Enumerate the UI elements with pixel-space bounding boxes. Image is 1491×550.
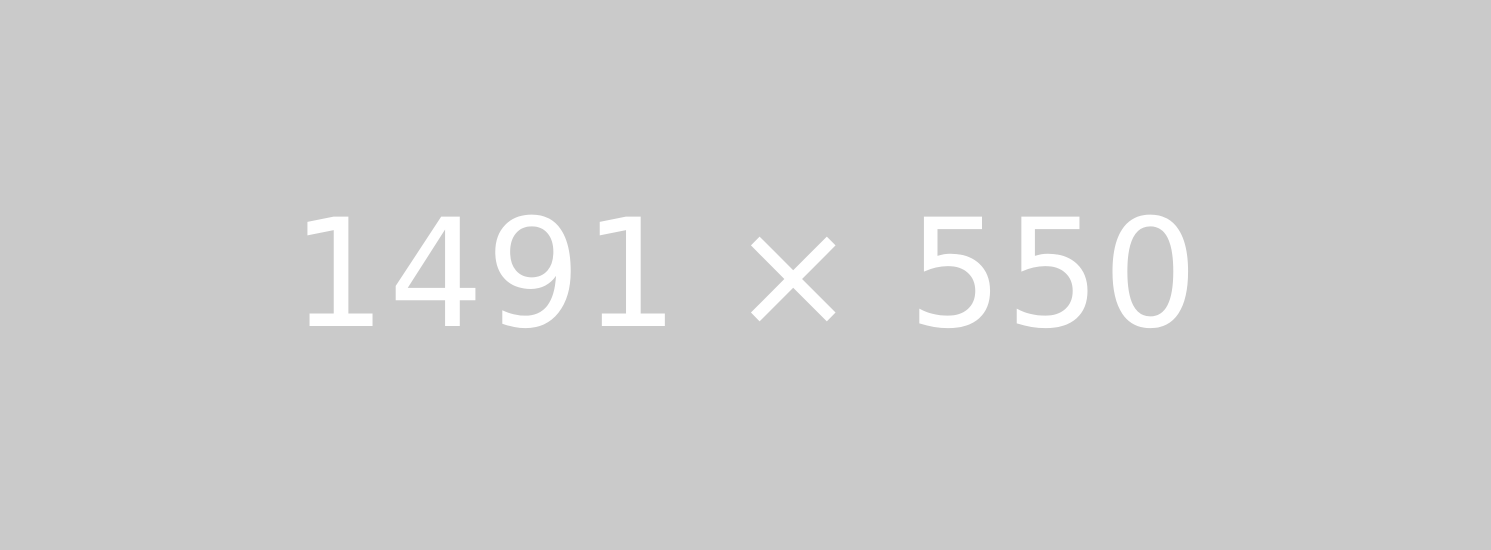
dimension-label: 1491 × 550	[290, 188, 1201, 362]
